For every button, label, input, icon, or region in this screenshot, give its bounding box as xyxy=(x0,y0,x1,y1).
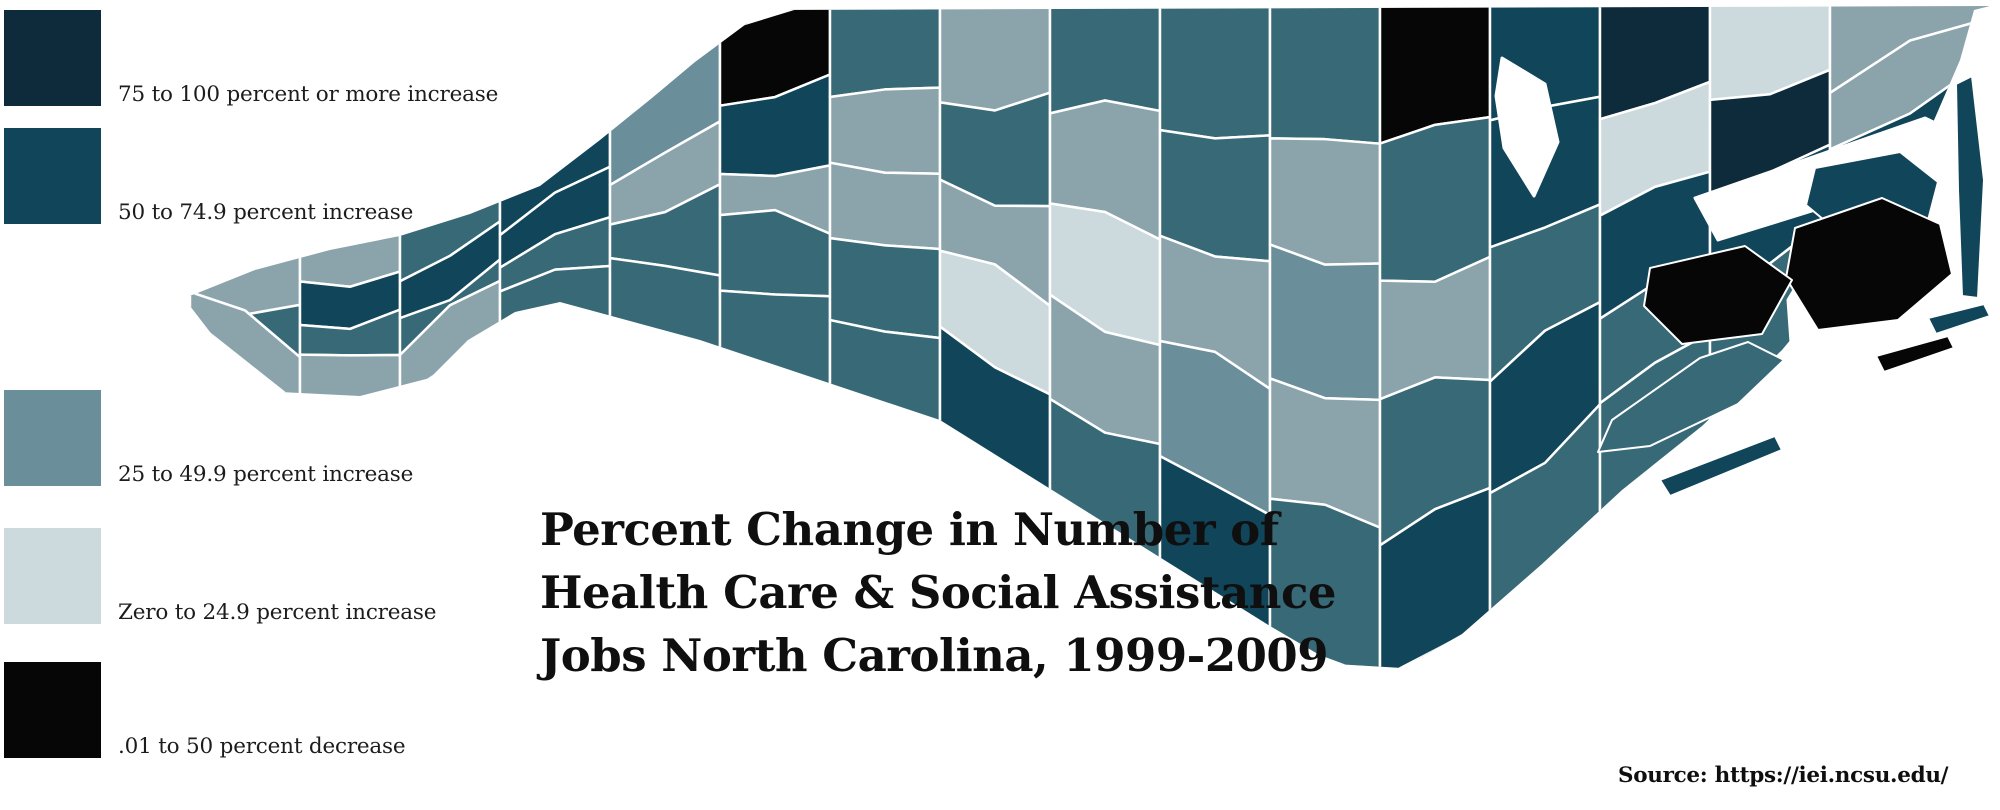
county xyxy=(608,256,722,360)
legend-label: 50 to 74.9 percent increase xyxy=(118,200,414,225)
legend-swatch-pale xyxy=(4,528,101,624)
legend-item-75-100-increase: 75 to 100 percent or more increase xyxy=(4,10,498,107)
chowan-river-inlet xyxy=(1494,56,1560,198)
outer-banks-strip-east xyxy=(1955,75,1985,299)
county xyxy=(938,6,1052,112)
map-title: Percent Change in Number of Health Care … xyxy=(540,498,1336,687)
county xyxy=(828,6,942,99)
black-county-coastal-large xyxy=(1785,197,1953,331)
county xyxy=(1158,6,1272,140)
outer-banks-sliver-teal-upper xyxy=(1927,303,1991,335)
black-county-coastal-small xyxy=(1643,245,1793,345)
legend-item-decrease: .01 to 50 percent decrease xyxy=(4,662,406,759)
legend-swatch-teal xyxy=(4,128,101,224)
legend-item-0-24-increase: Zero to 24.9 percent increase xyxy=(4,528,436,625)
title-line-1: Percent Change in Number of xyxy=(540,503,1279,556)
legend-item-50-74-increase: 50 to 74.9 percent increase xyxy=(4,128,413,225)
county-grid xyxy=(190,6,1990,668)
legend-item-25-49-increase: 25 to 49.9 percent increase xyxy=(4,390,413,487)
title-line-3: Jobs North Carolina, 1999-2009 xyxy=(540,629,1329,682)
title-line-2: Health Care & Social Assistance xyxy=(540,566,1336,619)
legend-label: Zero to 24.9 percent increase xyxy=(118,600,437,625)
county xyxy=(828,86,942,176)
legend-label: 25 to 49.9 percent increase xyxy=(118,462,414,487)
legend-swatch-navy xyxy=(4,10,101,106)
coastal-hook-county xyxy=(1597,341,1785,453)
county xyxy=(1378,115,1492,284)
county xyxy=(1268,6,1382,145)
map-legend: 75 to 100 percent or more increase 50 to… xyxy=(0,0,498,810)
county xyxy=(718,289,832,397)
coastal-features xyxy=(1597,75,1991,497)
legend-swatch-slate xyxy=(4,390,101,486)
source-credit: Source: https://iei.ncsu.edu/ xyxy=(1618,763,1949,788)
legend-label: 75 to 100 percent or more increase xyxy=(118,82,499,107)
county xyxy=(828,318,942,434)
county xyxy=(1048,6,1162,115)
county xyxy=(1268,137,1382,266)
county xyxy=(828,161,942,251)
legend-label: .01 to 50 percent decrease xyxy=(118,734,406,759)
legend-swatch-black xyxy=(4,662,101,758)
outer-banks-sliver-black xyxy=(1875,335,1955,373)
outer-banks-sliver-teal-lower xyxy=(1659,435,1783,497)
county xyxy=(1268,243,1382,402)
